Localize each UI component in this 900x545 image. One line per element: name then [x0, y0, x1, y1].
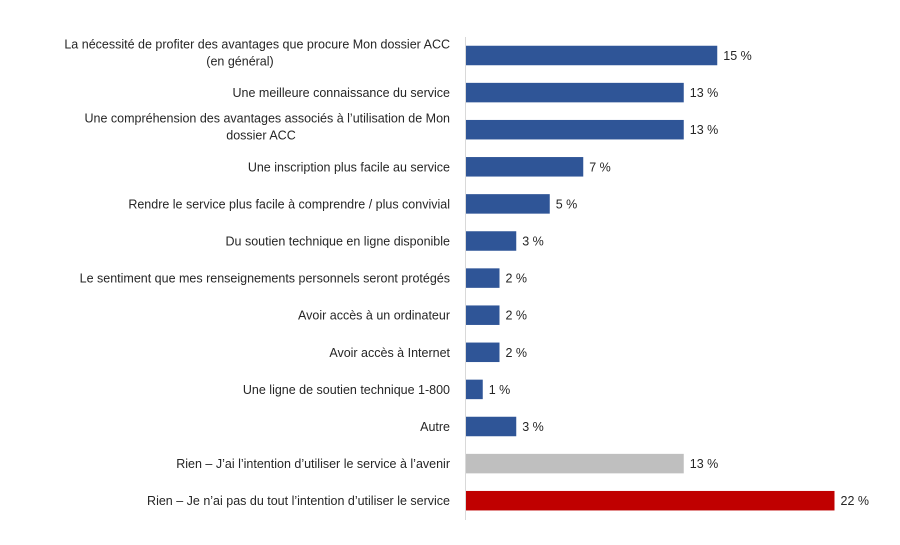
category-label: Une meilleure connaissance du service: [233, 86, 451, 100]
bar: [466, 342, 500, 363]
category-label: Rien – J’ai l’intention d’utiliser le se…: [176, 457, 450, 471]
category-label: Autre: [420, 420, 450, 434]
category-label: Une ligne de soutien technique 1-800: [243, 383, 450, 397]
category-label: Avoir accès à un ordinateur: [298, 309, 450, 323]
bar: [466, 194, 550, 214]
bar: [466, 45, 718, 66]
category-label: Le sentiment que mes renseignements pers…: [80, 272, 450, 286]
data-label: 13 %: [690, 457, 719, 471]
bar: [466, 157, 584, 177]
bars-group: 15 % La nécessité de profiter des avantag…: [64, 38, 869, 511]
bar: [466, 231, 517, 251]
data-label: 7 %: [589, 160, 611, 174]
category-label: Du soutien technique en ligne disponible: [226, 235, 451, 249]
data-label: 13 %: [690, 123, 719, 137]
bar: [466, 453, 684, 474]
bar: [466, 379, 483, 400]
category-label: dossier ACC: [226, 129, 295, 143]
data-label: 1 %: [489, 383, 511, 397]
bar: [466, 119, 684, 140]
data-label: 2 %: [506, 272, 528, 286]
bar: [466, 268, 500, 288]
data-label: 2 %: [506, 309, 528, 323]
data-label: 5 %: [556, 197, 578, 211]
category-label: La nécessité de profiter des avantages q…: [64, 38, 450, 52]
bar: [466, 305, 500, 325]
category-label: Rien – Je n’ai pas du tout l’intention d…: [147, 494, 450, 508]
bar: [466, 490, 835, 511]
data-label: 22 %: [841, 494, 870, 508]
category-label: Avoir accès à Internet: [329, 346, 450, 360]
data-label: 3 %: [522, 420, 544, 434]
category-label: Rendre le service plus facile à comprend…: [128, 197, 450, 211]
category-label: (en général): [206, 55, 273, 69]
data-label: 15 %: [723, 49, 752, 63]
bar: [466, 416, 517, 437]
category-label: Une compréhension des avantages associés…: [85, 112, 451, 126]
category-label: Une inscription plus facile au service: [248, 160, 450, 174]
data-label: 2 %: [506, 346, 528, 360]
data-label: 13 %: [690, 86, 719, 100]
bar: [466, 82, 684, 103]
data-label: 3 %: [522, 235, 544, 249]
